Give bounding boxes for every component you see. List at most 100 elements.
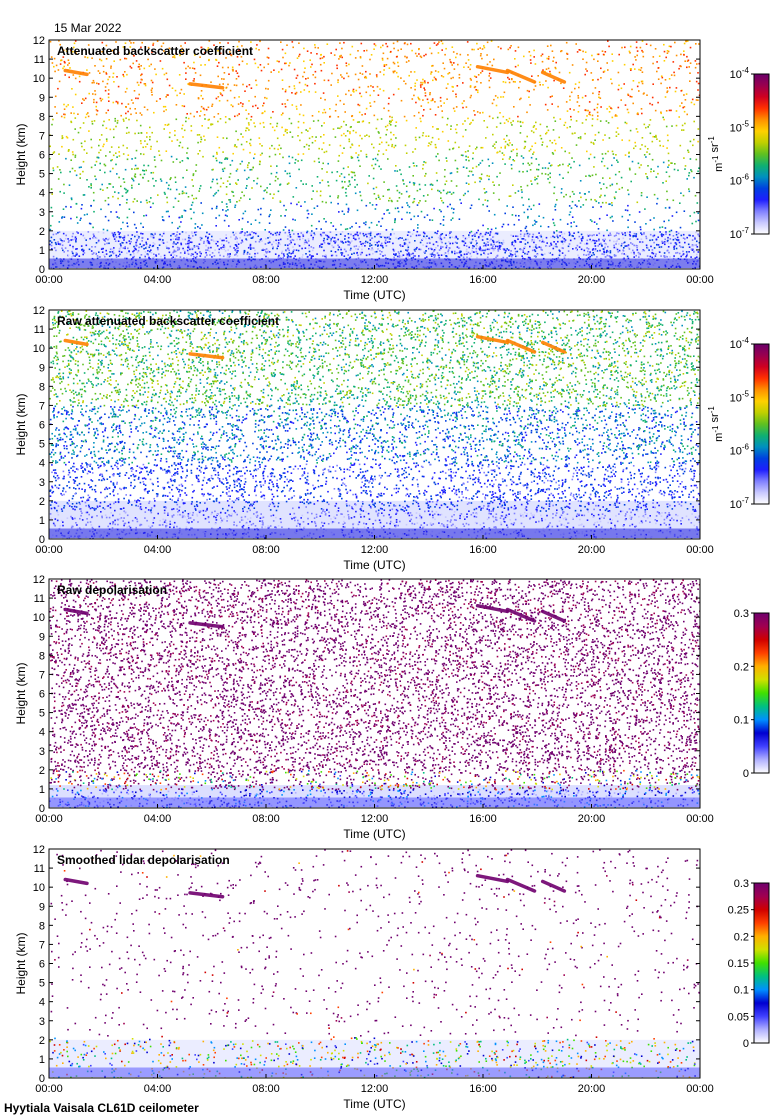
x-tick-label: 12:00 [361, 813, 389, 825]
y-tick-label: 9 [39, 901, 45, 913]
colorbar-tick-label: 0.3 [734, 878, 749, 890]
y-tick-label: 4 [39, 458, 45, 470]
y-tick-label: 5 [39, 169, 45, 181]
colorbar [753, 73, 770, 235]
x-axis-label: Time (UTC) [343, 558, 405, 572]
y-tick-label: 2 [39, 226, 45, 238]
x-tick-label: 20:00 [578, 1083, 606, 1095]
x-axis-label: Time (UTC) [343, 288, 405, 302]
y-tick-label: 4 [39, 727, 45, 739]
x-tick-label: 00:00 [686, 813, 714, 825]
x-tick-label: 04:00 [144, 544, 172, 556]
x-tick-label: 20:00 [578, 274, 606, 286]
y-tick-label: 12 [33, 305, 45, 317]
y-tick-label: 5 [39, 439, 45, 451]
x-tick-label: 20:00 [578, 813, 606, 825]
colorbar-tick-label: 0 [743, 768, 749, 780]
panel-title: Smoothed lidar depolarisation [57, 853, 230, 867]
colorbar [753, 612, 770, 774]
colorbar-unit: m-1 sr-1 [707, 136, 725, 172]
y-tick-label: 0 [39, 1073, 45, 1085]
x-tick-label: 16:00 [469, 274, 497, 286]
heatmap-field [49, 579, 700, 808]
colorbar-tick-label: 10-6 [730, 173, 750, 188]
y-tick-label: 10 [33, 73, 45, 85]
y-tick-label: 7 [39, 669, 45, 681]
x-tick-label: 00:00 [686, 544, 714, 556]
y-tick-label: 3 [39, 477, 45, 489]
x-tick-label: 00:00 [686, 274, 714, 286]
y-tick-label: 10 [33, 882, 45, 894]
y-tick-label: 3 [39, 746, 45, 758]
x-tick-label: 04:00 [144, 1083, 172, 1095]
date-label: 15 Mar 2022 [54, 21, 121, 35]
x-tick-label: 16:00 [469, 813, 497, 825]
x-tick-label: 20:00 [578, 544, 606, 556]
x-tick-label: 00:00 [686, 1083, 714, 1095]
x-tick-label: 00:00 [35, 274, 63, 286]
y-axis-label: Height (km) [14, 932, 28, 994]
y-tick-label: 6 [39, 150, 45, 162]
x-tick-label: 04:00 [144, 813, 172, 825]
x-tick-label: 08:00 [252, 1083, 280, 1095]
colorbar-unit: m-1 sr-1 [707, 406, 725, 442]
y-tick-label: 8 [39, 381, 45, 393]
y-tick-label: 8 [39, 650, 45, 662]
y-tick-label: 1 [39, 1054, 45, 1066]
colorbar-tick-label: 0.2 [734, 661, 749, 673]
x-tick-label: 12:00 [361, 274, 389, 286]
y-axis-label: Height (km) [14, 662, 28, 724]
y-tick-label: 2 [39, 765, 45, 777]
colorbar [753, 882, 770, 1044]
y-tick-label: 0 [39, 803, 45, 815]
y-tick-label: 12 [33, 574, 45, 586]
y-tick-label: 12 [33, 35, 45, 47]
x-tick-label: 08:00 [252, 544, 280, 556]
y-axis-label: Height (km) [14, 123, 28, 185]
colorbar-tick-label: 0.1 [734, 715, 749, 727]
heatmap-field [49, 310, 700, 539]
y-tick-label: 0 [39, 534, 45, 546]
y-tick-label: 5 [39, 708, 45, 720]
y-tick-label: 9 [39, 631, 45, 643]
colorbar-tick-label: 10-7 [730, 226, 750, 241]
x-tick-label: 12:00 [361, 544, 389, 556]
y-tick-label: 0 [39, 264, 45, 276]
panel-title: Raw attenuated backscatter coefficient [57, 314, 279, 328]
y-tick-label: 12 [33, 844, 45, 856]
colorbar-tick-label: 10-7 [730, 496, 750, 511]
colorbar-tick-label: 10-5 [730, 119, 750, 134]
panel-title: Attenuated backscatter coefficient [57, 44, 253, 58]
y-tick-label: 10 [33, 343, 45, 355]
y-tick-label: 6 [39, 689, 45, 701]
y-tick-label: 6 [39, 959, 45, 971]
colorbar-tick-label: 0 [743, 1038, 749, 1050]
colorbar-tick-label: 10-4 [730, 336, 750, 351]
x-tick-label: 12:00 [361, 1083, 389, 1095]
colorbar-tick-label: 10-5 [730, 389, 750, 404]
y-tick-label: 9 [39, 92, 45, 104]
colorbar [753, 343, 770, 505]
colorbar-tick-label: 0.1 [734, 985, 749, 997]
colorbar-tick-label: 0.05 [728, 1011, 749, 1023]
y-tick-label: 9 [39, 362, 45, 374]
x-tick-label: 16:00 [469, 544, 497, 556]
y-tick-label: 8 [39, 920, 45, 932]
y-tick-label: 1 [39, 784, 45, 796]
x-axis-label: Time (UTC) [343, 827, 405, 841]
colorbar-tick-label: 0.25 [728, 905, 749, 917]
y-tick-label: 2 [39, 496, 45, 508]
y-tick-label: 2 [39, 1035, 45, 1047]
colorbar-tick-label: 10-4 [730, 66, 750, 81]
colorbar-tick-label: 0.2 [734, 931, 749, 943]
x-tick-label: 00:00 [35, 1083, 63, 1095]
x-tick-label: 08:00 [252, 813, 280, 825]
instrument-label: Hyytiala Vaisala CL61D ceilometer [4, 1101, 199, 1115]
y-tick-label: 6 [39, 420, 45, 432]
y-tick-label: 1 [39, 245, 45, 257]
